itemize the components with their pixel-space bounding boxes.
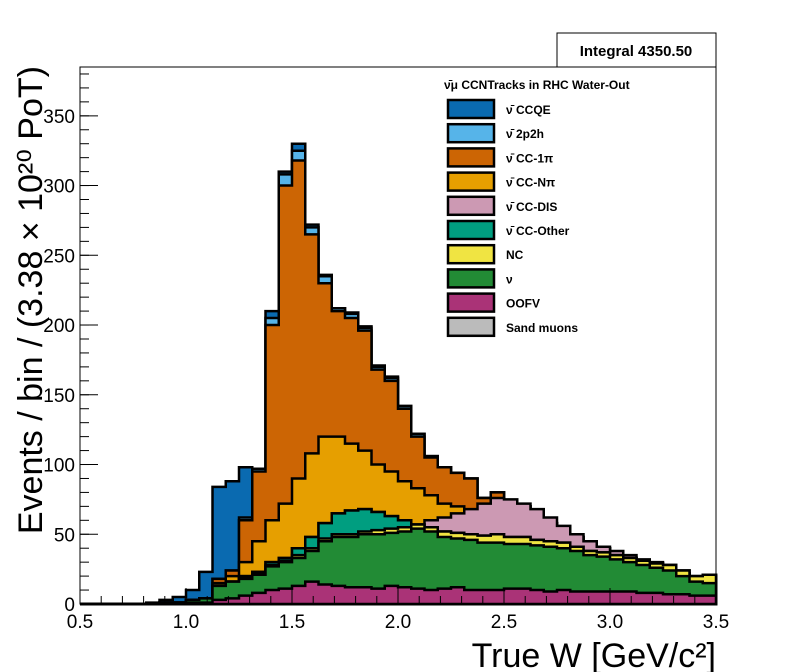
x-tick-label: 2.5 [491, 612, 517, 633]
legend-label-oofv: OOFV [506, 297, 540, 311]
legend-label-: ν [506, 272, 513, 286]
x-tick-label: 3.0 [597, 612, 623, 633]
y-axis-title: Events / bin / (3.38 × 10²⁰ PoT) [12, 66, 50, 534]
stats-box [556, 32, 717, 68]
axes: 0.5 1.0 1.5 2.0 2.5 3.0 3.5 0 50 100 150 200 250 300 3… [43, 73, 729, 633]
legend-swatch-cc-dis [446, 195, 496, 217]
legend-swatch- [446, 268, 496, 289]
x-tick-label: 1.5 [279, 612, 305, 633]
legend-label-cc-1: ν̄ CC-1π [506, 151, 553, 165]
legend-swatch-cc-1 [446, 147, 496, 168]
legend-label-cc-dis: ν̄ CC-DIS [506, 200, 557, 214]
y-tick-label: 100 [43, 456, 75, 477]
legend-label-ccqe: ν̄ CCQE [506, 103, 551, 117]
legend-swatch-cc-n [446, 171, 496, 192]
y-tick-label: 250 [43, 246, 75, 267]
y-tick-label: 350 [43, 107, 75, 128]
legend-label-sand-muons: Sand muons [506, 321, 578, 335]
x-axis-title: True W [GeV/c²] [472, 637, 716, 672]
legend-swatch-cc-other [446, 219, 496, 241]
legend-label-cc-other: ν̄ CC-Other [506, 224, 570, 238]
legend-label-2p2h: ν̄ 2p2h [506, 127, 544, 141]
x-tick-label: 1.0 [173, 612, 199, 633]
y-tick-label: 0 [64, 595, 75, 616]
legend-swatch-ccqe [446, 98, 496, 120]
legend-swatch-2p2h [446, 122, 496, 144]
y-tick-label: 50 [54, 525, 75, 546]
legend-label-cc-n: ν̄ CC-Nπ [506, 176, 555, 190]
series- [80, 527, 718, 606]
legend-swatch-sand-muons [446, 316, 496, 338]
legend-label-nc: NC [506, 248, 524, 262]
x-tick-label: 2.0 [385, 612, 411, 633]
x-tick-label: 0.5 [67, 612, 93, 633]
legend-header: ν̄μ CCNTracks in RHC Water-Out [444, 78, 630, 92]
y-tick-label: 150 [43, 386, 75, 407]
y-tick-label: 300 [43, 177, 75, 198]
y-tick-label: 200 [43, 316, 75, 337]
x-tick-label: 3.5 [703, 612, 729, 633]
legend: ν̄μ CCNTracks in RHC Water-Out ν̄ CCQE ν̄… [444, 78, 630, 338]
stats-integral-label: Integral 4350.50 [580, 43, 693, 60]
legend-swatch-oofv [446, 292, 496, 313]
legend-swatch-nc [446, 243, 496, 265]
stacked-histogram [80, 142, 718, 606]
